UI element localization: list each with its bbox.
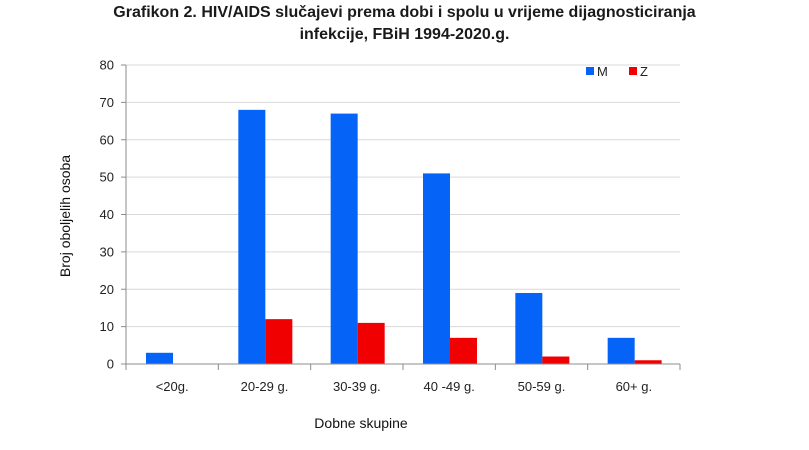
bar-m-3 <box>423 173 450 364</box>
bar-z-1 <box>265 319 293 364</box>
bar-m-4 <box>515 292 543 364</box>
chart-title-line-1: Grafikon 2. HIV/AIDS slučajevi prema dob… <box>113 4 696 21</box>
x-tick-labels: <20g. 20-29 g. 30-39 g. 40 -49 g. 50-59 g. 60… <box>156 379 652 394</box>
x-tick-label: 50-59 g. <box>518 379 566 394</box>
x-tick-label: 20-29 g. <box>241 379 289 394</box>
legend-label-z: Z <box>640 64 648 79</box>
bar-m-0 <box>146 352 173 364</box>
bars <box>146 109 662 365</box>
x-tick-label: 30-39 g. <box>333 379 381 394</box>
y-tick-label: 50 <box>100 170 114 185</box>
bar-m-1 <box>238 109 266 364</box>
legend-swatch-m <box>586 67 594 75</box>
bar-m-5 <box>607 337 635 364</box>
x-axis-title: Dobne skupine <box>314 415 408 431</box>
y-tick-label: 80 <box>100 58 114 73</box>
bar-z-4 <box>542 356 570 364</box>
y-tick-label: 60 <box>100 132 114 147</box>
chart-title: Grafikon 2. HIV/AIDS slučajevi prema dob… <box>0 2 809 46</box>
y-tick-label: 0 <box>107 357 114 372</box>
x-tick-label: <20g. <box>156 379 189 394</box>
bar-m-2 <box>330 113 358 365</box>
x-tick-label: 60+ g. <box>616 379 653 394</box>
legend-swatch-z <box>629 67 637 75</box>
gridlines <box>126 64 680 328</box>
y-tick-label: 40 <box>100 207 114 222</box>
chart-title-line-2: infekcije, FBiH 1994-2020.g. <box>299 26 510 43</box>
bar-z-3 <box>450 337 477 364</box>
y-tick-label: 20 <box>100 282 114 297</box>
y-tick-label: 10 <box>100 319 114 334</box>
x-tick-label: 40 -49 g. <box>424 379 475 394</box>
bar-z-2 <box>357 322 385 364</box>
y-tick-labels: 0 10 20 30 40 50 60 70 80 <box>100 58 114 372</box>
legend-label-m: M <box>597 64 608 79</box>
y-tick-label: 30 <box>100 244 114 259</box>
axes <box>121 64 681 370</box>
bar-z-5 <box>634 360 662 364</box>
y-axis-title: Broj oboljelih osoba <box>57 155 73 277</box>
y-tick-label: 70 <box>100 95 114 110</box>
